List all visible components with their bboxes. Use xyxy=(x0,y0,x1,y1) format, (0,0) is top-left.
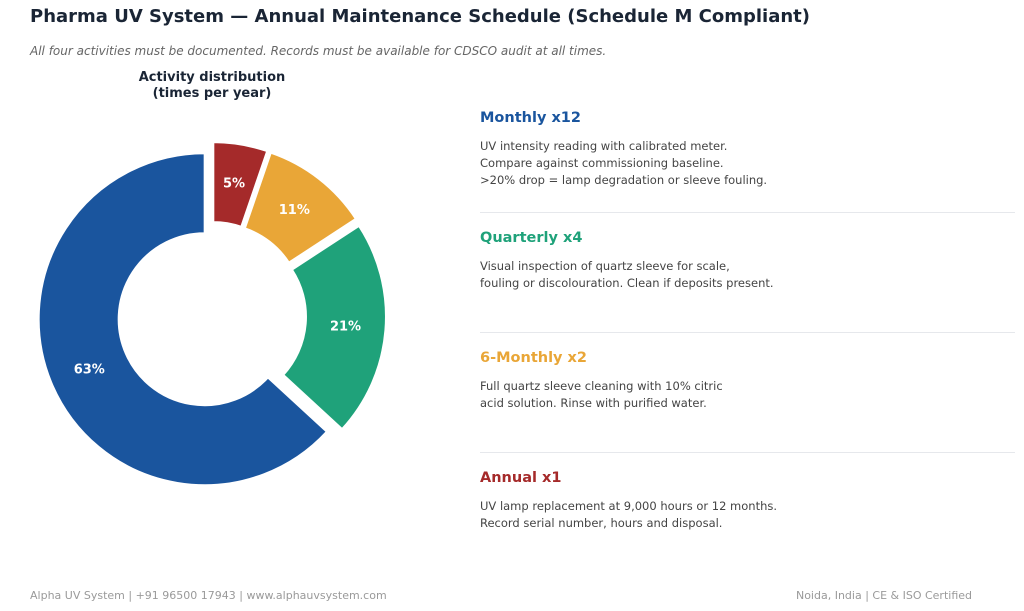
activity-quarterly-title: Quarterly x4 xyxy=(480,230,583,246)
donut-label-6-monthly: 11% xyxy=(279,203,310,218)
activity-annual-title: Annual x1 xyxy=(480,470,562,486)
page-subtitle: All four activities must be documented. … xyxy=(30,44,607,58)
chart-title: Activity distribution (times per year) xyxy=(112,70,312,102)
page-title: Pharma UV System — Annual Maintenance Sc… xyxy=(30,6,811,27)
activity-quarterly-description: Visual inspection of quartz sleeve for s… xyxy=(480,259,774,290)
divider xyxy=(480,212,1015,213)
chart-title-line-1: Activity distribution xyxy=(138,70,286,85)
donut-label-quarterly: 21% xyxy=(330,320,361,335)
footer-contact: Alpha UV System | +91 96500 17943 | www.… xyxy=(30,589,387,602)
donut-chart: 63% 21% 11% 5% xyxy=(37,141,387,487)
activity-annual-description: UV lamp replacement at 9,000 hours or 12… xyxy=(480,499,778,530)
activity-annual: Annual x1 UV lamp replacement at 9,000 h… xyxy=(480,470,1015,532)
donut-label-monthly: 63% xyxy=(74,362,105,377)
activity-monthly-description: UV intensity reading with calibrated met… xyxy=(480,139,768,187)
activity-6-monthly-title: 6-Monthly x2 xyxy=(480,350,587,366)
donut-slice-annual xyxy=(212,141,269,229)
activity-6-monthly-description: Full quartz sleeve cleaning with 10% cit… xyxy=(480,379,723,410)
donut-label-annual: 5% xyxy=(223,176,245,191)
divider xyxy=(480,332,1015,333)
donut-slice-quarterly xyxy=(281,224,387,431)
activity-monthly: Monthly x12 UV intensity reading with ca… xyxy=(480,110,1015,189)
activity-monthly-title: Monthly x12 xyxy=(480,110,581,126)
activity-quarterly: Quarterly x4 Visual inspection of quartz… xyxy=(480,230,1015,292)
activity-6-monthly: 6-Monthly x2 Full quartz sleeve cleaning… xyxy=(480,350,1015,412)
donut-slice-monthly xyxy=(37,152,329,487)
footer-location: Noida, India | CE & ISO Certified xyxy=(795,589,972,602)
donut-slice-6-monthly xyxy=(243,151,358,265)
divider xyxy=(480,452,1015,453)
chart-title-line-2: (times per year) xyxy=(152,86,272,101)
